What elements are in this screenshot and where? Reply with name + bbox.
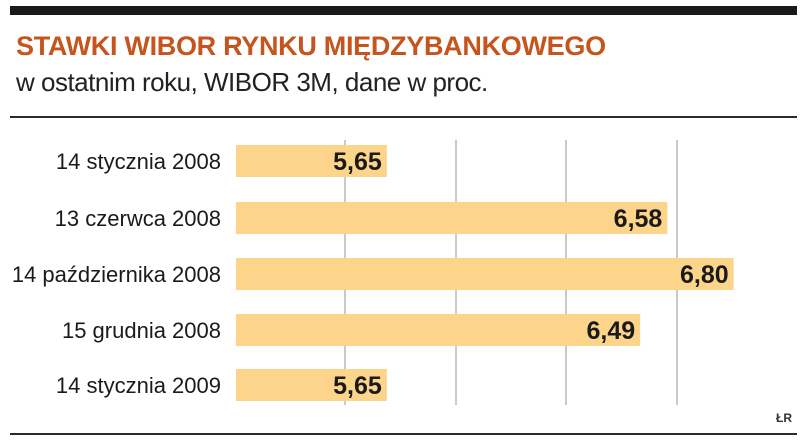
category-label: 14 października 2008 xyxy=(12,262,221,287)
top-rule xyxy=(10,6,797,15)
bar-value-label: 6,58 xyxy=(614,205,663,233)
bar xyxy=(236,314,641,346)
bar-value-label: 5,65 xyxy=(333,372,382,400)
author-credit: ŁR xyxy=(776,411,792,425)
bar-value-label: 5,65 xyxy=(333,148,382,176)
category-label: 15 grudnia 2008 xyxy=(62,318,221,343)
bar xyxy=(236,202,668,234)
chart-subtitle: w ostatnim roku, WIBOR 3M, dane w proc. xyxy=(16,67,488,97)
header-divider xyxy=(10,116,797,118)
bar xyxy=(236,258,734,290)
bottom-rule xyxy=(10,433,797,435)
category-label: 13 czerwca 2008 xyxy=(55,206,221,231)
bar xyxy=(236,369,387,401)
chart-title: STAWKI WIBOR RYNKU MIĘDZYBANKOWEGO xyxy=(16,31,606,61)
category-label: 14 stycznia 2009 xyxy=(56,373,221,398)
bar xyxy=(236,145,387,177)
bar-value-label: 6,49 xyxy=(587,317,636,345)
category-label: 14 stycznia 2008 xyxy=(56,149,221,174)
bar-value-label: 6,80 xyxy=(680,261,729,289)
